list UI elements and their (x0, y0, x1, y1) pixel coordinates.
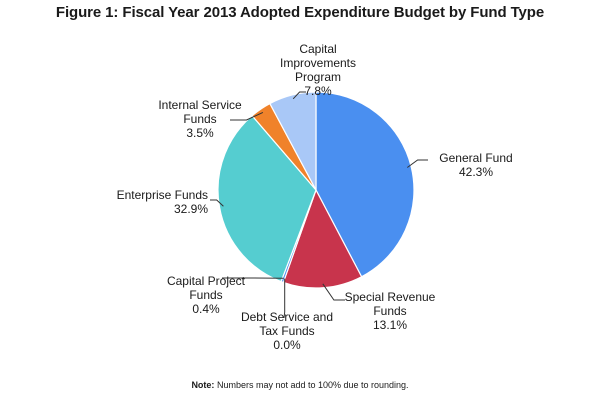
footnote-label: Note: (191, 380, 215, 390)
slice-label-general: General Fund 42.3% (428, 151, 524, 179)
slice-percent: 0.0% (273, 338, 301, 352)
slice-label-debt: Debt Service and Tax Funds 0.0% (232, 310, 342, 352)
slice-label-line: Capital Project (166, 274, 246, 288)
slice-label-special: Special Revenue Funds 13.1% (335, 290, 445, 332)
slice-label-line: Funds (189, 288, 223, 302)
slice-percent: 0.4% (192, 302, 220, 316)
leader-line-debt (283, 278, 286, 319)
leader-line-general (407, 159, 428, 168)
leader-line-internal (230, 111, 264, 121)
slice-label-line: Funds (183, 112, 217, 126)
slice-label-line: Debt Service and (240, 310, 334, 324)
slice-percent: 42.3% (458, 165, 494, 179)
slice-percent: 13.1% (372, 318, 408, 332)
slice-label-line: Enterprise Funds (116, 188, 208, 202)
pie-slice-general (315, 91, 415, 278)
slice-label-line: Program (294, 70, 341, 84)
slice-percent: 32.9% (173, 202, 208, 216)
chart-title: Figure 1: Fiscal Year 2013 Adopted Expen… (55, 4, 545, 21)
leader-line-special (322, 283, 345, 301)
slice-label-line: Tax Funds (259, 324, 315, 338)
pie-slice-enterprise (217, 114, 317, 283)
slice-percent: 7.8% (304, 84, 332, 98)
slice-label-line: Improvements (279, 56, 357, 70)
footnote: Note: Numbers may not add to 100% due to… (0, 380, 600, 390)
leader-line-enterprise (210, 199, 224, 207)
slice-label-cip: Capital Improvements Program 7.8% (278, 42, 358, 98)
leader-line-cip (292, 91, 306, 100)
slice-label-line: General Fund (439, 151, 513, 165)
slice-label-enterprise: Enterprise Funds 32.9% (80, 188, 208, 216)
slice-label-line: Internal Service (158, 98, 242, 112)
slice-label-line: Special Revenue (344, 290, 436, 304)
slice-label-line: Funds (373, 304, 407, 318)
slice-label-line: Capital (299, 42, 337, 56)
pie-slice-cip (269, 91, 317, 191)
slice-percent: 3.5% (186, 126, 214, 140)
footnote-text: Numbers may not add to 100% due to round… (214, 380, 409, 390)
slice-label-capproj: Capital Project Funds 0.4% (158, 274, 254, 316)
pie-slice-special (282, 188, 363, 289)
slice-label-internal: Internal Service Funds 3.5% (148, 98, 252, 140)
